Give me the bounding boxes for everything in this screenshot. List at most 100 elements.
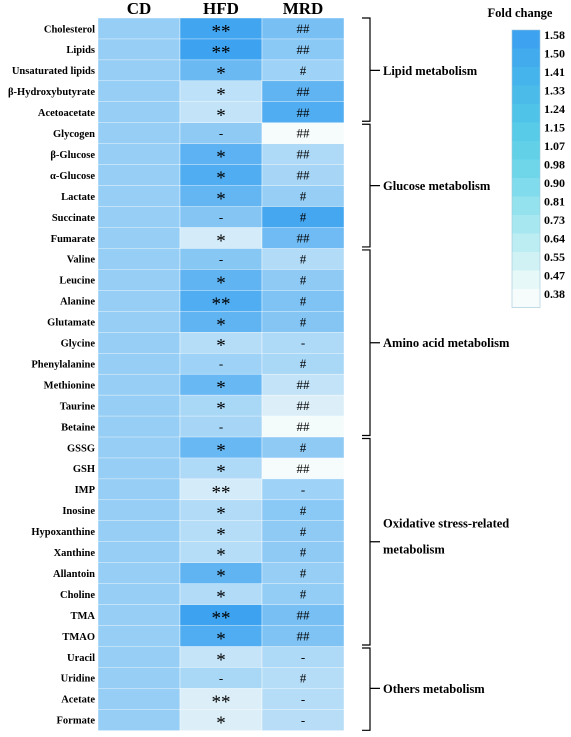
significance-mark: * — [216, 189, 226, 210]
significance-mark: ## — [297, 168, 311, 183]
significance-mark: # — [300, 545, 307, 560]
significance-mark: # — [300, 251, 307, 266]
column-header-hfd: HFD — [203, 0, 239, 18]
heatmap-cell — [97, 394, 181, 417]
column-headers: CD HFD MRD — [127, 0, 324, 18]
significance-mark: # — [300, 189, 307, 204]
legend-swatch — [512, 196, 540, 216]
legend-tick-label: 1.50 — [544, 47, 565, 61]
legend-swatch — [512, 289, 540, 308]
heatmap-cell — [97, 185, 181, 208]
heatmap-cell — [97, 415, 181, 438]
significance-mark: - — [301, 482, 305, 497]
group-label: metabolism — [383, 542, 445, 556]
row-label: Acetate — [61, 695, 95, 706]
legend-tick-label: 0.55 — [544, 250, 565, 264]
significance-mark: ## — [297, 377, 311, 392]
heatmap-cell — [97, 499, 181, 522]
significance-mark: # — [300, 356, 307, 371]
significance-mark: ** — [212, 482, 231, 503]
heatmap-cell — [97, 206, 181, 229]
heatmap-cell — [97, 332, 181, 354]
significance-mark: * — [216, 503, 226, 524]
legend-tick-label: 0.81 — [544, 195, 565, 209]
row-label: Glycine — [61, 339, 96, 350]
legend-swatch — [512, 104, 540, 123]
significance-mark: ## — [297, 419, 311, 434]
group-label: Glucose metabolism — [383, 179, 491, 193]
legend-tick-label: 0.90 — [544, 176, 565, 190]
significance-mark: ## — [297, 21, 311, 36]
significance-mark: # — [300, 440, 307, 455]
fold-change-legend: Fold change 1.58 1.50 1.41 1.33 1.24 1.15 1.07… — [488, 6, 565, 308]
significance-mark: ** — [212, 294, 231, 315]
significance-mark: # — [300, 63, 307, 78]
group-label: Amino acid metabolism — [383, 336, 510, 350]
group-bracket — [362, 123, 380, 248]
heatmap-cell — [97, 625, 181, 647]
heatmap-cell — [97, 709, 181, 731]
column-header-cd: CD — [127, 0, 152, 18]
legend-swatch — [512, 270, 540, 290]
column-header-mrd: MRD — [283, 0, 324, 18]
heatmap-cell — [97, 164, 181, 187]
row-label: GSSG — [67, 443, 95, 454]
significance-mark: # — [300, 670, 307, 685]
significance-mark: * — [216, 524, 226, 545]
row-label: Betaine — [61, 422, 95, 433]
group-label: Oxidative stress-related — [383, 516, 509, 530]
group-bracket — [362, 647, 380, 731]
significance-mark: * — [216, 650, 226, 671]
significance-mark: ** — [212, 21, 231, 42]
heatmap-cell — [97, 646, 181, 668]
significance-mark: - — [219, 419, 223, 434]
row-label: Glycogen — [53, 129, 95, 140]
significance-mark: * — [216, 63, 226, 84]
significance-mark: ## — [297, 230, 311, 245]
legend-swatch — [512, 215, 540, 234]
row-label: Succinate — [52, 213, 96, 224]
significance-mark: * — [216, 566, 226, 587]
legend-bar-outline — [511, 29, 541, 308]
heatmap-cell — [97, 541, 181, 564]
heatmap-cell — [97, 311, 181, 333]
significance-mark: - — [301, 649, 305, 664]
significance-mark: * — [216, 399, 226, 420]
legend-tick-label: 1.33 — [544, 84, 565, 98]
legend-tick-label: 1.15 — [544, 121, 565, 135]
heatmap-cell — [97, 373, 181, 396]
group-label: Lipid metabolism — [383, 64, 478, 78]
heatmap-cell — [97, 583, 181, 606]
significance-mark: ## — [297, 84, 311, 99]
heatmap-cell — [97, 17, 181, 40]
heatmap-cells — [97, 17, 345, 731]
group-bracket — [362, 249, 380, 437]
metabolism-groups: Lipid metabolism Glucose metabolism Amino … — [362, 17, 510, 731]
significance-mark: * — [216, 461, 226, 482]
legend-tick-label: 0.64 — [544, 232, 565, 246]
legend-title: Fold change — [488, 6, 553, 20]
legend-swatch — [512, 141, 540, 160]
row-label: Alanine — [60, 297, 95, 308]
row-label: Lactate — [61, 192, 95, 203]
significance-mark: ## — [297, 461, 311, 476]
heatmap-cell — [97, 353, 181, 375]
heatmap-cell — [97, 59, 181, 82]
significance-mark: - — [219, 251, 223, 266]
significance-mark: ## — [297, 398, 311, 413]
significance-mark: ** — [212, 692, 231, 713]
row-label: Phenylalanine — [31, 359, 95, 370]
significance-mark: - — [219, 356, 223, 371]
heatmap-cell — [97, 436, 181, 459]
heatmap-cell — [97, 688, 181, 710]
significance-mark: ## — [297, 147, 311, 162]
heatmap-cell — [97, 667, 181, 689]
significance-mark: - — [219, 210, 223, 225]
significance-mark: ## — [297, 608, 311, 623]
significance-mark: - — [301, 335, 305, 350]
significance-mark: # — [300, 210, 307, 225]
heatmap-cell — [97, 457, 181, 480]
significance-mark: # — [300, 293, 307, 308]
legend-swatch — [512, 67, 540, 86]
heatmap-cell — [97, 227, 181, 249]
